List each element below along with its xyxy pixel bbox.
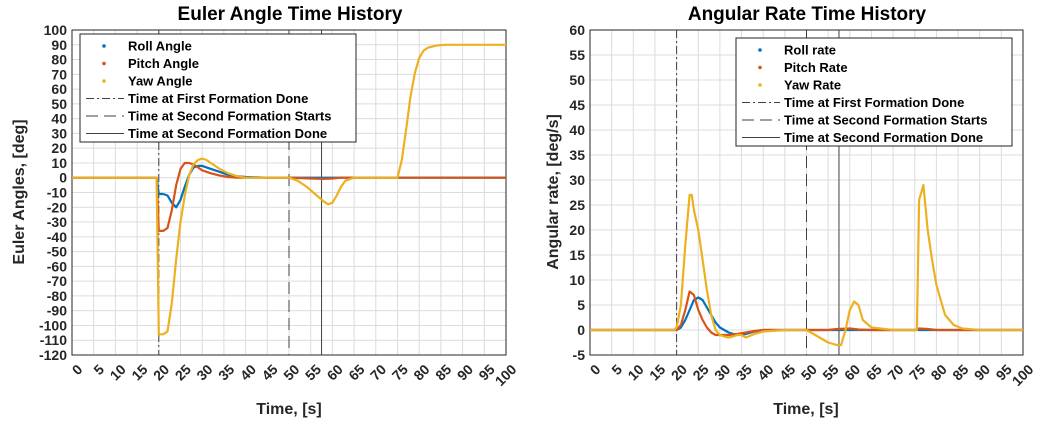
y-tick-label: 50 [569,72,585,88]
y-axis-label: Angular rate, [deg/s] [545,114,562,270]
legend-entry: Yaw Rate [784,78,841,93]
legend-entry: Time at First Formation Done [784,95,964,110]
y-tick-label: 60 [51,81,67,97]
series-line [590,183,1023,347]
y-tick-label: 70 [51,66,67,82]
legend-entry: Pitch Rate [784,60,848,75]
legend-entry: Time at Second Formation Starts [128,109,331,124]
y-tick-label: -110 [40,332,67,348]
y-tick-label: 80 [51,52,67,68]
y-tick-label: -50 [47,244,67,260]
y-tick-label: -60 [47,258,67,274]
y-tick-label: 40 [569,122,585,138]
y-tick-label: -80 [47,288,67,304]
angular-rate-chart: Angular Rate Time History 0 5 10 15 20 25 30 35… [545,4,1037,418]
y-tick-label: -120 [39,347,67,363]
y-tick-label: 10 [569,272,585,288]
y-tick-label: 90 [51,37,67,53]
y-tick-label: 15 [569,247,585,263]
euler-angle-chart: Euler Angle Time History 0 5 10 15 20 25 30 35 4… [11,4,520,418]
legend-entry: Time at Second Formation Done [784,130,983,145]
y-tick-label: 60 [569,22,585,38]
y-tick-label: 30 [51,125,67,141]
y-tick-label: 0 [59,170,67,186]
legend-marker [102,61,106,66]
y-tick-label: 100 [44,22,68,38]
y-tick-label: 55 [569,47,585,63]
y-tick-label: -5 [573,347,586,363]
legend: Roll rate Pitch Rate Yaw Rate Time at First… [735,37,1013,147]
y-tick-label: -30 [47,214,67,230]
y-axis-label: Euler Angles, [deg] [11,119,28,264]
y-tick-label: 40 [51,111,67,127]
legend-box [79,33,357,143]
legend-entry: Time at Second Formation Done [128,126,327,141]
series-line [72,43,506,336]
y-tick-label: -10 [47,185,67,201]
y-tick-label: 10 [51,155,67,171]
legend-marker [102,79,106,83]
chart-title: Euler Angle Time History [178,4,403,25]
y-tick-labels: -5 0 5 10 15 20 25 30 35 40 45 50 55 60 [569,22,585,363]
legend: Roll Angle Pitch Angle Yaw Angle Time at Fi… [79,33,357,143]
y-tick-label: 0 [577,322,585,338]
legend-entry: Pitch Angle [128,56,199,71]
legend-marker [758,83,762,87]
legend-marker [758,65,762,70]
y-tick-label: 45 [569,97,585,113]
y-tick-labels: -120-110-100-90-80-70-60-50-40-30-20-100… [39,22,67,363]
y-tick-label: 20 [51,140,67,156]
y-tick-label: 5 [577,297,585,313]
series-line [590,290,1023,337]
legend-entry: Yaw Angle [128,74,193,89]
y-tick-label: -20 [47,199,67,215]
y-tick-label: 50 [51,96,67,112]
series-line [72,161,506,232]
legend-entry: Time at Second Formation Starts [784,113,987,128]
legend-marker [758,48,762,52]
x-axis-label: Time, [s] [773,401,839,418]
series-lines [72,43,506,336]
series-lines [590,183,1023,347]
y-tick-label: 20 [569,222,585,238]
legend-entry: Time at First Formation Done [128,91,308,106]
y-tick-label: -40 [47,229,67,245]
y-tick-label: -90 [47,303,67,319]
y-tick-label: -70 [47,273,67,289]
legend-entry: Roll Angle [128,39,192,54]
legend-marker [102,44,106,48]
y-tick-label: 35 [569,147,585,163]
chart-title: Angular Rate Time History [688,4,927,25]
y-tick-label: 30 [569,172,585,188]
y-tick-label: -100 [39,317,67,333]
legend-entry: Roll rate [784,43,836,58]
x-axis-label: Time, [s] [256,401,322,418]
legend-box [735,37,1013,147]
y-tick-label: 25 [569,197,585,213]
